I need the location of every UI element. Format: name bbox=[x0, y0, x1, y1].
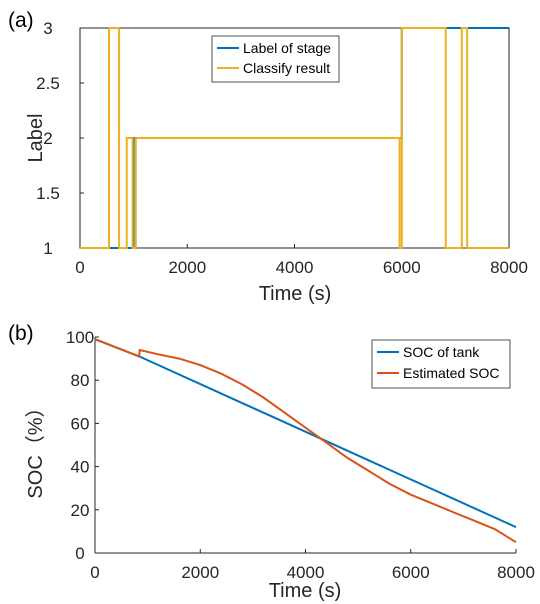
x-tick-label: 2000 bbox=[168, 258, 206, 277]
x-tick-label: 8000 bbox=[497, 563, 535, 582]
x-tick-label: 8000 bbox=[490, 258, 528, 277]
legend-entry-label: Estimated SOC bbox=[403, 365, 499, 381]
x-axis-label-a: Time (s) bbox=[259, 283, 332, 305]
y-tick-label: 40 bbox=[71, 458, 90, 477]
series-line-2 bbox=[80, 27, 509, 249]
y-tick-label: 0 bbox=[75, 544, 84, 563]
x-tick-label: 0 bbox=[90, 563, 99, 582]
legend-box bbox=[211, 35, 340, 83]
panel-a: (a) 0 2000 4000 6000 8000 1 1.5 2 2.5 3 Label of s… bbox=[8, 9, 528, 305]
panel-b: (b) 0 2000 4000 6000 8000 0 20 40 60 80 100 SOC of … bbox=[8, 322, 535, 602]
y-tick-label: 20 bbox=[71, 501, 90, 520]
panel-label-b: (b) bbox=[8, 322, 34, 345]
x-tick-label: 4000 bbox=[276, 258, 314, 277]
x-tick-label: 6000 bbox=[392, 563, 430, 582]
y-tick-label: 2.5 bbox=[36, 74, 60, 93]
panel-label-a: (a) bbox=[8, 9, 34, 32]
y-axis-label-b: SOC（%） bbox=[24, 397, 47, 498]
y-tick-label: 100 bbox=[66, 328, 94, 347]
legend-entry-label: SOC of tank bbox=[403, 344, 480, 360]
x-tick-label: 6000 bbox=[383, 258, 421, 277]
legend-box bbox=[371, 339, 511, 389]
legend-entry-label: Classify result bbox=[243, 60, 330, 76]
y-axis-label-a: Label bbox=[25, 114, 47, 163]
y-tick-label: 2 bbox=[43, 129, 52, 148]
y-tick-label: 60 bbox=[71, 414, 90, 433]
x-tick-label: 4000 bbox=[287, 563, 325, 582]
y-tick-label: 1 bbox=[43, 239, 52, 258]
plot-area-b: 0 2000 4000 6000 8000 0 20 40 60 80 100 SOC of tank… bbox=[66, 328, 535, 582]
y-tick-label: 80 bbox=[71, 371, 90, 390]
x-axis-label-b: Time (s) bbox=[269, 580, 342, 602]
plot-area-a: 0 2000 4000 6000 8000 1 1.5 2 2.5 3 Label of stage… bbox=[36, 19, 528, 277]
legend-entry-label: Label of stage bbox=[243, 40, 331, 56]
series-line-2 bbox=[94, 338, 517, 544]
x-tick-label: 0 bbox=[75, 258, 84, 277]
x-tick-label: 2000 bbox=[181, 563, 219, 582]
y-tick-label: 3 bbox=[43, 19, 52, 38]
y-tick-label: 1.5 bbox=[36, 184, 60, 203]
